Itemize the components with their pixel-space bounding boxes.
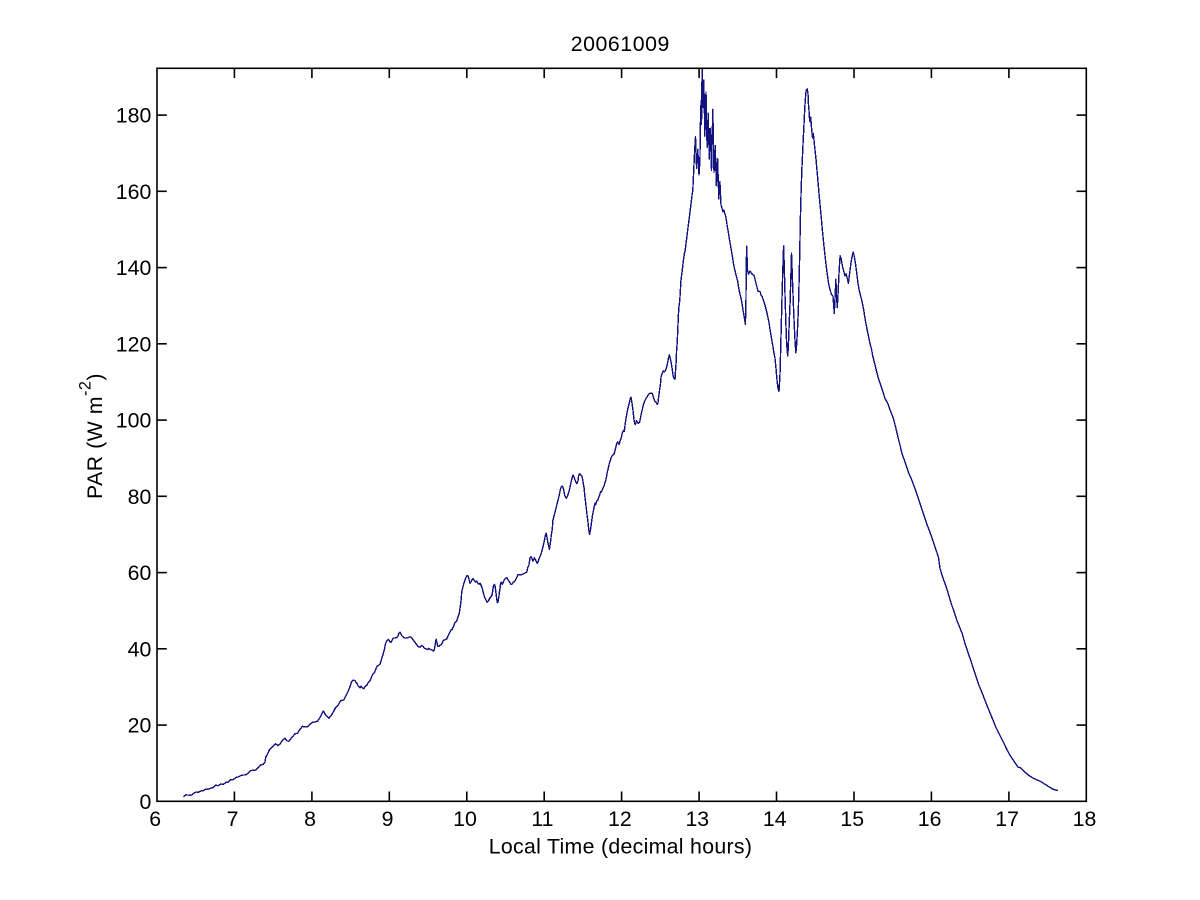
- svg-text:8: 8: [304, 807, 316, 831]
- svg-text:60: 60: [128, 561, 152, 585]
- svg-text:6: 6: [149, 807, 161, 831]
- svg-text:40: 40: [128, 637, 152, 661]
- svg-text:12: 12: [608, 807, 632, 831]
- svg-text:11: 11: [531, 807, 553, 831]
- svg-text:9: 9: [382, 807, 394, 831]
- svg-text:16: 16: [918, 807, 942, 831]
- svg-text:20061009: 20061009: [571, 32, 670, 56]
- svg-text:15: 15: [840, 807, 864, 831]
- svg-text:10: 10: [453, 807, 477, 831]
- svg-text:0: 0: [139, 790, 151, 814]
- svg-text:180: 180: [116, 104, 152, 128]
- svg-text:14: 14: [763, 807, 787, 831]
- svg-text:13: 13: [685, 807, 709, 831]
- svg-text:140: 140: [116, 256, 152, 280]
- svg-text:17: 17: [995, 807, 1019, 831]
- svg-text:160: 160: [116, 180, 152, 204]
- svg-text:120: 120: [116, 332, 152, 356]
- svg-text:100: 100: [116, 409, 152, 433]
- svg-text:7: 7: [227, 807, 239, 831]
- svg-text:Local Time (decimal hours): Local Time (decimal hours): [489, 834, 752, 858]
- svg-text:18: 18: [1073, 807, 1097, 831]
- svg-text:80: 80: [128, 485, 152, 509]
- svg-text:20: 20: [128, 714, 152, 738]
